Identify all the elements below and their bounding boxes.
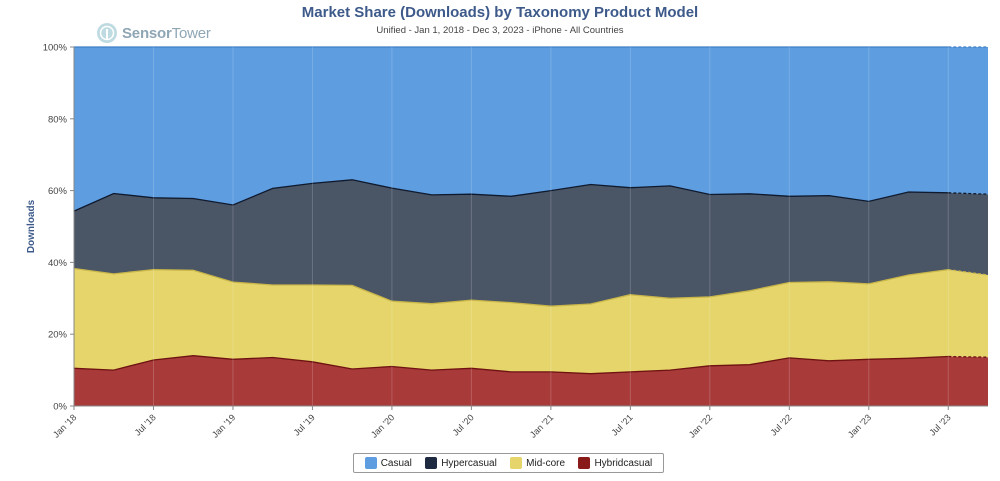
x-tick-label: Jan '23 <box>846 412 873 439</box>
x-tick-label: Jan '19 <box>210 412 237 439</box>
sensortower-logo-icon <box>97 23 117 43</box>
legend-label-hypercasual: Hypercasual <box>441 457 497 469</box>
y-tick-label: 100% <box>43 43 68 54</box>
y-tick-label: 60% <box>48 186 68 197</box>
line-dashed-mid-core <box>948 268 989 276</box>
area-casual <box>74 47 988 212</box>
x-tick-label: Jan '20 <box>369 412 396 439</box>
x-tick-label: Jul '22 <box>768 412 793 437</box>
legend-swatch-hypercasual <box>425 457 438 469</box>
y-tick-label: 20% <box>48 330 68 341</box>
y-tick-label: 80% <box>48 114 68 125</box>
legend-item-hybridcasual[interactable]: Hybridcasual <box>578 457 652 469</box>
legend-swatch-mid-core <box>510 457 523 469</box>
x-tick-label: Jan '21 <box>528 412 555 439</box>
legend-item-mid-core[interactable]: Mid-core <box>510 457 565 469</box>
legend-label-hybridcasual: Hybridcasual <box>594 457 653 469</box>
y-tick-label: 0% <box>53 402 67 413</box>
sensortower-logo-text: SensorTower <box>122 25 211 42</box>
line-dashed-hypercasual <box>948 192 989 195</box>
x-tick-label: Jan '18 <box>51 412 78 439</box>
legend-item-casual[interactable]: Casual <box>364 457 412 469</box>
line-hypercasual <box>73 179 949 212</box>
area-hypercasual <box>74 179 988 307</box>
line-hybridcasual <box>73 355 949 375</box>
chart-subtitle: Unified - Jan 1, 2018 - Dec 3, 2023 - iP… <box>376 25 624 36</box>
chart-legend: Casual Hypercasual Mid-core Hybridcasual <box>353 453 664 473</box>
legend-label-mid-core: Mid-core <box>526 457 566 469</box>
legend-label-casual: Casual <box>380 457 412 469</box>
line-mid-core <box>73 267 949 307</box>
legend-item-hypercasual[interactable]: Hypercasual <box>425 457 497 469</box>
x-tick-label: Jan '22 <box>687 412 714 439</box>
x-tick-label: Jul '23 <box>927 412 952 437</box>
x-tick-label: Jul '21 <box>609 412 634 437</box>
chart-title: Market Share (Downloads) by Taxonomy Pro… <box>301 4 699 21</box>
y-axis-title: Downloads <box>26 199 37 253</box>
legend-swatch-hybridcasual <box>578 457 591 469</box>
sensortower-logo: SensorTower <box>96 20 211 46</box>
logo-text-sensor: Sensor <box>122 24 172 42</box>
area-mid-core <box>74 268 988 374</box>
legend-swatch-casual <box>364 457 377 469</box>
area-hybridcasual <box>74 355 988 406</box>
x-tick-label: Jul '20 <box>451 412 476 437</box>
line-dashed-hybridcasual <box>948 355 989 358</box>
y-tick-label: 40% <box>48 258 68 269</box>
x-tick-label: Jul '19 <box>292 412 317 437</box>
logo-text-tower: Tower <box>171 24 211 42</box>
x-tick-label: Jul '18 <box>133 412 158 437</box>
